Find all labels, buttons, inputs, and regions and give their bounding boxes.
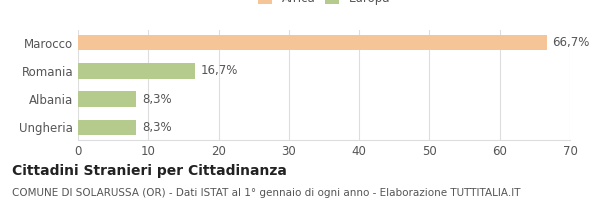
Bar [78,63,196,79]
Text: 16,7%: 16,7% [201,64,238,77]
Bar [78,91,136,107]
Text: Cittadini Stranieri per Cittadinanza: Cittadini Stranieri per Cittadinanza [12,164,287,178]
Legend: Africa, Europa: Africa, Europa [256,0,392,7]
Bar [78,35,547,50]
Text: 8,3%: 8,3% [142,121,172,134]
Text: 66,7%: 66,7% [553,36,590,49]
Bar [78,120,136,135]
Text: 8,3%: 8,3% [142,93,172,106]
Text: COMUNE DI SOLARUSSA (OR) - Dati ISTAT al 1° gennaio di ogni anno - Elaborazione : COMUNE DI SOLARUSSA (OR) - Dati ISTAT al… [12,188,521,198]
